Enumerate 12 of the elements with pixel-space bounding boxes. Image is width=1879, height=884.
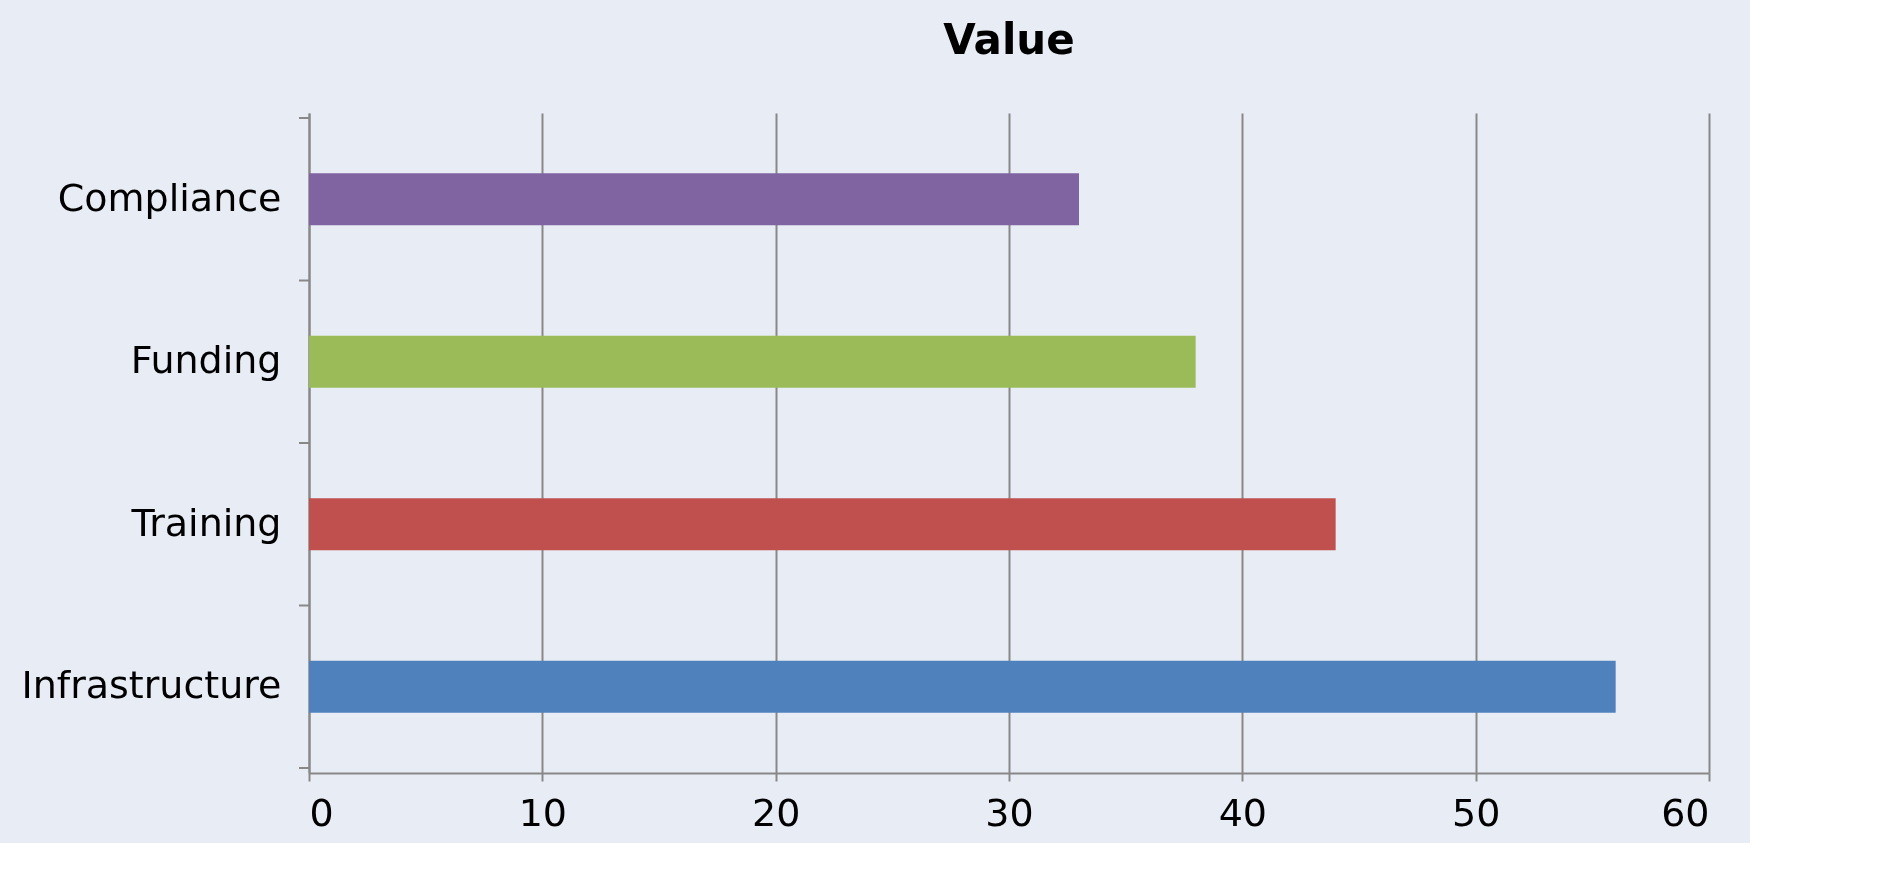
x-tick-label: 60	[1661, 790, 1710, 835]
y-tick-label: Funding	[130, 338, 282, 383]
x-tick-label: 10	[518, 790, 568, 835]
x-tick-label: 50	[1451, 790, 1501, 835]
y-tick-label: Compliance	[57, 175, 282, 220]
x-tick-label: 0	[309, 790, 334, 835]
y-tick-label: Training	[130, 500, 282, 545]
y-tick-label: Infrastructure	[21, 663, 282, 708]
x-tick-label: 40	[1218, 790, 1268, 835]
chart-title: Value	[943, 15, 1075, 64]
x-tick-label: 20	[751, 790, 801, 835]
x-tick-label: 30	[985, 790, 1034, 835]
